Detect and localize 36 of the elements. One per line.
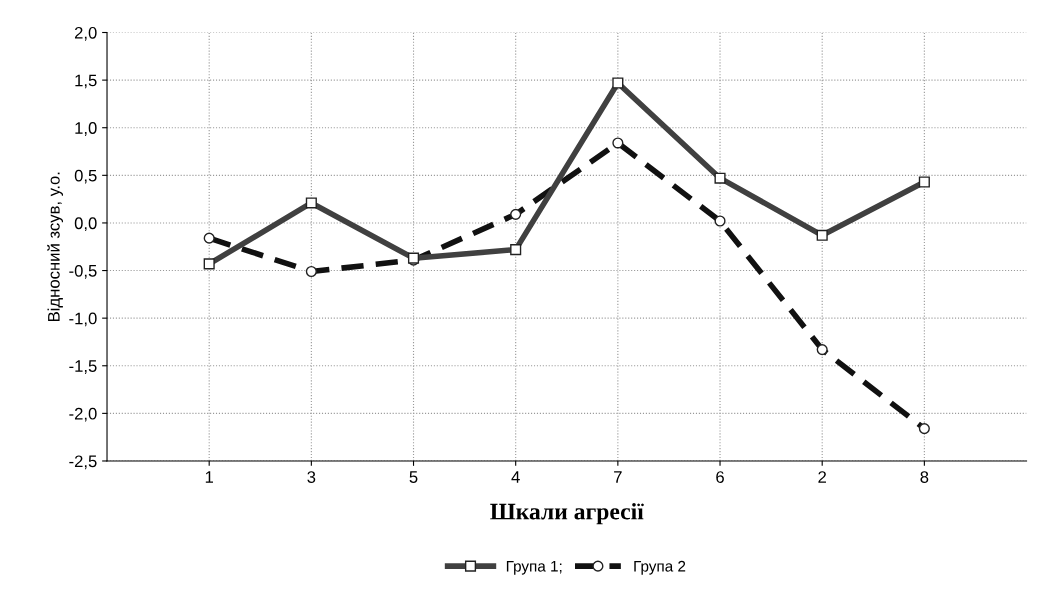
point	[510, 244, 522, 256]
x-tick-label: 2	[818, 471, 826, 483]
legend-label: Група 1;	[506, 560, 562, 575]
y-tick-label: -0,5	[69, 264, 97, 279]
x-tick-label: 4	[511, 471, 520, 483]
point	[918, 176, 930, 188]
point	[203, 258, 215, 270]
y-tick-label: -1,0	[69, 312, 97, 327]
x-tick-label: 3	[307, 471, 316, 483]
point	[816, 229, 828, 241]
point	[510, 208, 522, 220]
point	[305, 265, 317, 278]
point	[612, 77, 624, 89]
x-tick-label: 5	[409, 471, 418, 483]
point	[612, 137, 624, 149]
point	[918, 423, 930, 435]
x-tick-label: 6	[716, 471, 724, 483]
x-tick-label: 7	[614, 471, 622, 483]
y-tick-label: 0,5	[74, 169, 97, 184]
x-tick-label: 1	[205, 471, 214, 483]
y-tick-label: 1,0	[75, 122, 97, 136]
y-tick-label: -2,5	[69, 455, 97, 470]
x-tick-label: 8	[920, 471, 929, 483]
y-tick-label: -2,0	[69, 407, 97, 422]
point	[714, 172, 726, 184]
point	[816, 344, 828, 356]
y-axis-title: Відносний зсув, у.о.	[47, 172, 64, 321]
y-tick-label: 2,0	[74, 26, 97, 41]
point	[203, 232, 215, 244]
x-axis-title: Шкали агресії	[490, 502, 644, 525]
y-tick-label: -1,5	[69, 360, 97, 374]
point	[714, 215, 726, 227]
legend-label: Група 2	[634, 560, 686, 575]
y-tick-label: 1,5	[75, 74, 97, 89]
point	[305, 197, 317, 209]
y-tick-label: 0,0	[74, 217, 97, 232]
